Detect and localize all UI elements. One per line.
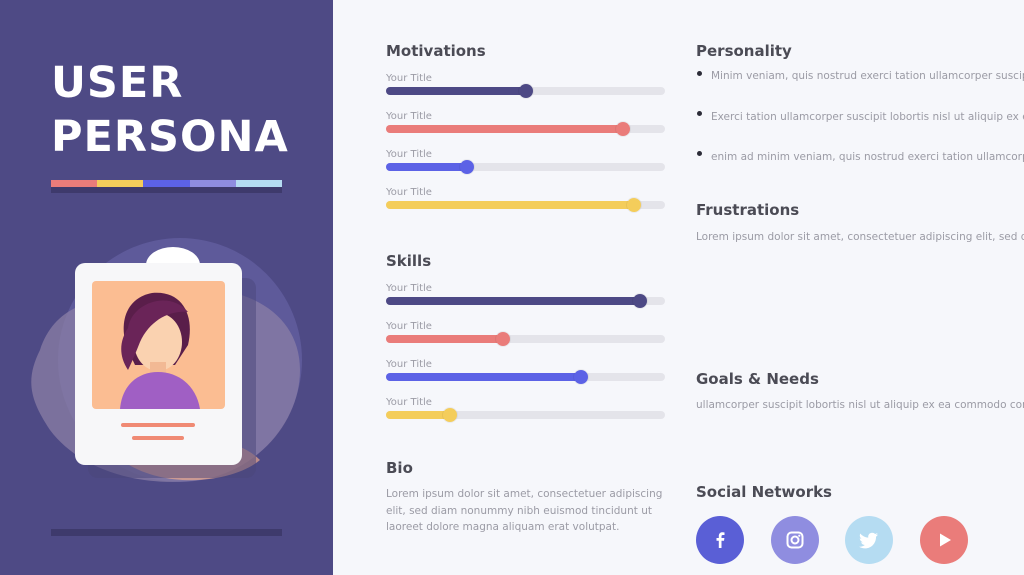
skills-slider-fill — [386, 335, 504, 343]
bullet-dot — [697, 71, 702, 76]
skills-slider-track[interactable] — [386, 370, 665, 384]
hair-front — [121, 300, 188, 370]
bio-line: Lorem ipsum dolor sit amet, consectetuer… — [386, 488, 663, 500]
motivations-item-label: Your Title — [386, 73, 432, 84]
color-strip-shadow — [51, 187, 282, 193]
shirt — [120, 372, 200, 409]
persona-illustration — [31, 238, 302, 482]
twitter-button[interactable] — [845, 516, 893, 564]
color-strip-coral — [51, 180, 98, 187]
facebook-icon — [716, 532, 725, 548]
motivations-slider-track[interactable] — [386, 160, 665, 174]
instagram-button[interactable] — [771, 516, 819, 564]
persona-title: USER PERSONA — [51, 56, 289, 164]
motivations-slider-handle[interactable] — [518, 84, 533, 98]
skills-item-label: Your Title — [386, 283, 432, 294]
personality-bullet-2: Exerci tation ullamcorper suscipit lobor… — [711, 111, 1024, 123]
skills-slider-fill — [386, 411, 451, 419]
motivations-slider-handle[interactable] — [627, 198, 642, 212]
persona-content: Motivations Skills Bio Lorem ipsum dolor… — [333, 0, 1024, 575]
persona-sidebar: USER PERSONA — [0, 0, 333, 575]
color-strip-blue — [143, 180, 190, 187]
bio-heading: Bio — [386, 459, 413, 477]
motivations-slider-fill — [386, 201, 635, 209]
frustrations-heading: Frustrations — [696, 201, 800, 219]
title-line-1: USER — [51, 58, 184, 108]
goals-heading: Goals & Needs — [696, 370, 819, 388]
twitter-icon — [858, 532, 878, 549]
personality-bullet-1: Minim veniam, quis nostrud exerci tation… — [711, 70, 1024, 82]
goals-text: ullamcorper suscipit lobortis nisl ut al… — [696, 399, 1024, 411]
sidebar-bottom-bar — [51, 529, 282, 536]
color-strip-yellow — [97, 180, 144, 187]
frustrations-text: Lorem ipsum dolor sit amet, consectetuer… — [696, 231, 1024, 243]
skills-slider-track[interactable] — [386, 332, 665, 346]
motivations-slider-track[interactable] — [386, 84, 665, 98]
motivations-slider-track[interactable] — [386, 198, 665, 212]
color-strip-light-blue — [235, 180, 283, 187]
motivations-slider-fill — [386, 163, 467, 171]
title-line-2: PERSONA — [51, 112, 289, 162]
skills-slider-handle[interactable] — [496, 332, 511, 346]
skills-slider-track[interactable] — [386, 408, 665, 422]
badge-line-1 — [121, 423, 195, 427]
bullet-dot — [697, 151, 702, 156]
motivations-item-label: Your Title — [386, 111, 432, 122]
skills-item-label: Your Title — [386, 321, 432, 332]
color-strip — [51, 180, 283, 187]
skills-heading: Skills — [386, 252, 432, 270]
bio-line: elit, sed diam nonummy nibh euismod tinc… — [386, 504, 652, 517]
motivations-slider-fill — [386, 125, 624, 133]
personality-heading: Personality — [696, 42, 792, 60]
motivations-item-label: Your Title — [386, 187, 432, 198]
bio-line: laoreet dolore magna aliquam erat volutp… — [386, 521, 620, 533]
skills-slider-handle[interactable] — [443, 408, 458, 422]
motivations-slider-track[interactable] — [386, 122, 665, 136]
motivations-slider-fill — [386, 87, 526, 95]
skills-slider-fill — [386, 297, 640, 305]
skills-item-label: Your Title — [386, 397, 432, 408]
skills-slider-handle[interactable] — [632, 294, 647, 308]
bullet-dot — [697, 111, 702, 116]
color-strip-lavender — [189, 180, 236, 187]
badge-line-2 — [132, 436, 184, 440]
bio-text: Lorem ipsum dolor sit amet, consectetuer… — [386, 486, 662, 536]
instagram-icon — [786, 531, 804, 549]
youtube-button[interactable] — [920, 516, 968, 564]
motivations-heading: Motivations — [386, 42, 486, 60]
skills-slider-fill — [386, 373, 582, 381]
youtube-icon — [940, 533, 951, 547]
personality-bullet-3: enim ad minim veniam, quis nostrud exerc… — [711, 151, 1024, 163]
motivations-slider-handle[interactable] — [616, 122, 631, 136]
motivations-slider-handle[interactable] — [459, 160, 474, 174]
skills-slider-track[interactable] — [386, 294, 665, 308]
skills-item-label: Your Title — [386, 359, 432, 370]
facebook-button[interactable] — [696, 516, 744, 564]
social-heading: Social Networks — [696, 483, 832, 501]
motivations-item-label: Your Title — [386, 149, 432, 160]
skills-slider-handle[interactable] — [574, 370, 589, 384]
